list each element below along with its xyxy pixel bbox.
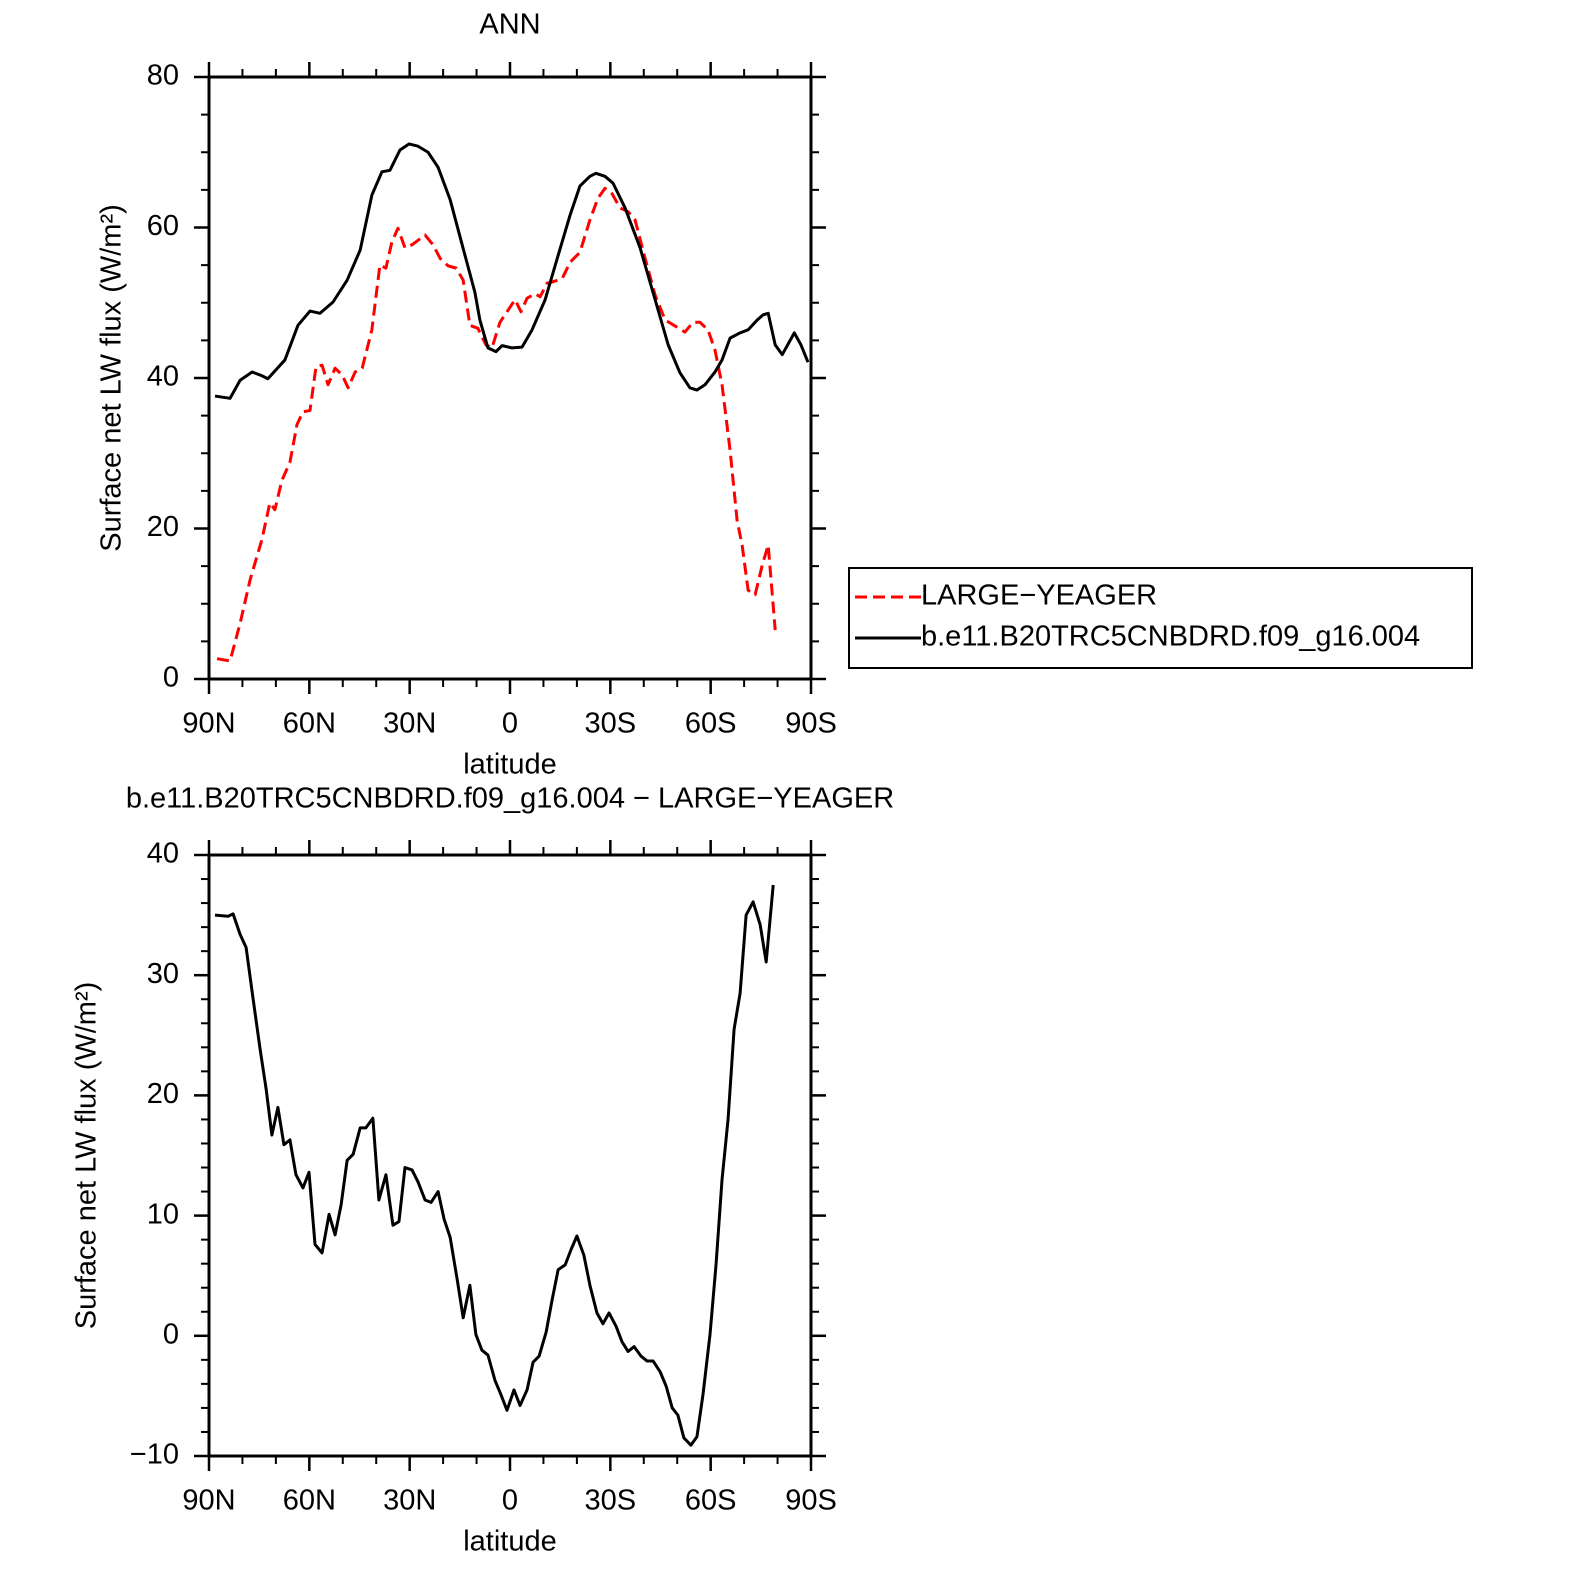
y-tick-label: 10 xyxy=(147,1198,179,1230)
y-tick-label: 30 xyxy=(147,958,179,990)
x-tick-label: 0 xyxy=(502,708,518,740)
y-axis-label: Surface net LW flux (W/m²) xyxy=(96,204,128,552)
x-tick-label: 60N xyxy=(283,708,336,740)
x-tick-label: 30S xyxy=(585,708,637,740)
y-axis-label: Surface net LW flux (W/m²) xyxy=(71,982,103,1330)
x-tick-label: 90S xyxy=(785,708,837,740)
x-tick-label: 0 xyxy=(502,1485,518,1517)
chart-title: b.e11.B20TRC5CNBDRD.f09_g16.004 − LARGE−… xyxy=(126,783,894,815)
y-tick-label: 20 xyxy=(147,511,179,543)
data-line xyxy=(214,142,810,400)
legend-label: b.e11.B20TRC5CNBDRD.f09_g16.004 xyxy=(921,621,1420,653)
plot-frame xyxy=(207,853,813,1458)
data-line xyxy=(214,884,775,1447)
x-tick-label: 60S xyxy=(685,1485,737,1517)
y-tick-label: 80 xyxy=(147,60,179,92)
y-tick-label: 20 xyxy=(147,1078,179,1110)
x-tick-label: 30N xyxy=(383,1485,436,1517)
x-tick-label: 30S xyxy=(585,1485,637,1517)
x-tick-label: 90N xyxy=(182,1485,235,1517)
x-axis-label: latitude xyxy=(463,1526,557,1558)
data-line xyxy=(216,186,777,663)
x-tick-label: 90S xyxy=(785,1485,837,1517)
x-tick-label: 90N xyxy=(182,708,235,740)
x-tick-label: 30N xyxy=(383,708,436,740)
legend-box xyxy=(848,567,1473,669)
x-axis-label: latitude xyxy=(463,749,557,781)
x-tick-label: 60N xyxy=(283,1485,336,1517)
legend-label: LARGE−YEAGER xyxy=(921,580,1157,612)
y-tick-label: 0 xyxy=(163,1318,179,1350)
y-tick-label: 40 xyxy=(147,838,179,870)
y-tick-label: 40 xyxy=(147,361,179,393)
x-tick-label: 60S xyxy=(685,708,737,740)
y-tick-label: −10 xyxy=(130,1439,179,1471)
chart-title: ANN xyxy=(479,9,540,41)
y-tick-label: 60 xyxy=(147,210,179,242)
y-tick-label: 0 xyxy=(163,662,179,694)
